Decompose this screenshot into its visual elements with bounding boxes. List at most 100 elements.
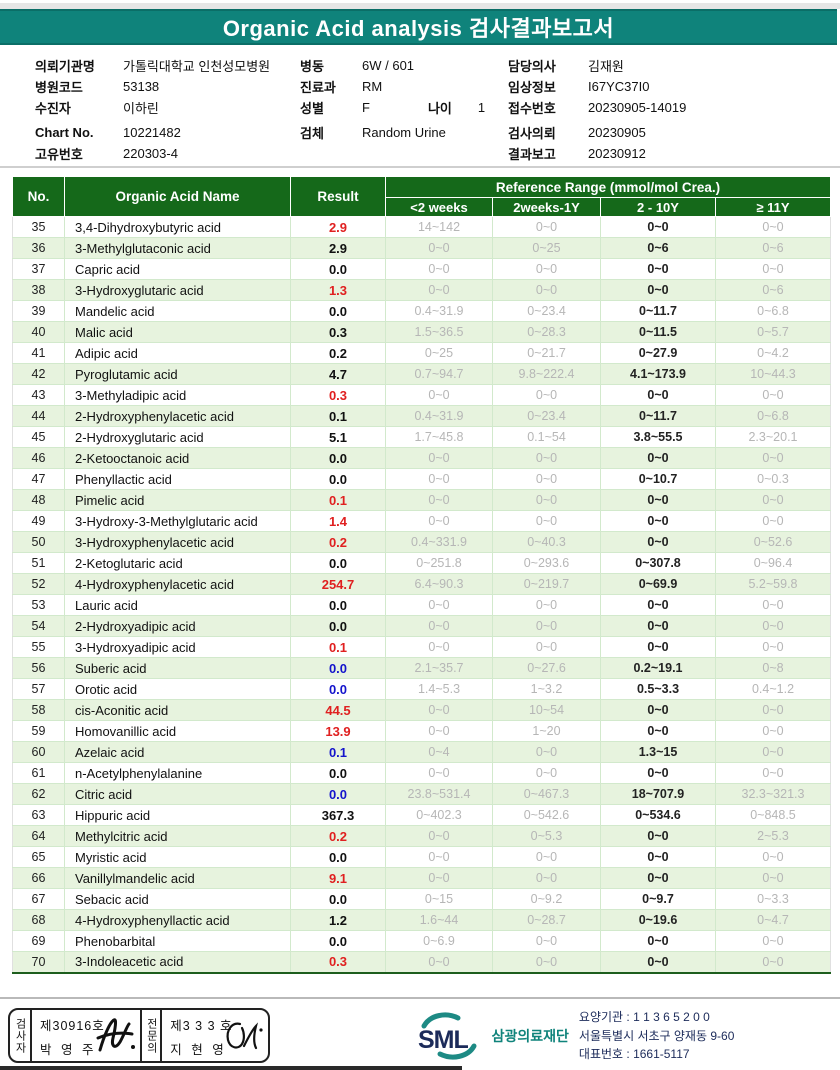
table-row: 70 3-Indoleacetic acid 0.3 0~0 0~0 0~0 0~0	[12, 951, 831, 974]
cell-acid-name: Lauric acid	[64, 594, 291, 616]
signature-box: 검사자 제30916호 박 영 주 전문의 제3 3 3 호 지 현 영	[8, 1008, 270, 1063]
cell-ref-11y-plus: 32.3~321.3	[715, 783, 831, 805]
cell-acid-name: 3-Indoleacetic acid	[64, 951, 291, 974]
info-label: 병원코드	[35, 80, 83, 95]
info-label: 성별	[300, 101, 324, 116]
cell-ref-11y-plus: 0~0	[715, 762, 831, 784]
info-value: I67YC37I0	[588, 79, 650, 94]
cell-ref-2weeks-1y: 0~0	[492, 867, 601, 889]
cell-ref-2weeks-1y: 0~9.2	[492, 888, 601, 910]
info-label: 검체	[300, 126, 324, 141]
cell-ref-under2weeks: 0~0	[385, 468, 493, 490]
table-row: 56 Suberic acid 0.0 2.1~35.7 0~27.6 0.2~19.1 0…	[12, 657, 831, 679]
table-row: 61 n-Acetylphenylalanine 0.0 0~0 0~0 0~0 0~0	[12, 762, 831, 784]
cell-ref-2-10y: 4.1~173.9	[600, 363, 716, 385]
cell-acid-name: Pyroglutamic acid	[64, 363, 291, 385]
cell-ref-2weeks-1y: 0~0	[492, 636, 601, 658]
info-label: 접수번호	[508, 101, 556, 116]
examiner-role-label: 검사자	[10, 1010, 32, 1061]
cell-ref-2-10y: 0~11.5	[600, 321, 716, 343]
info-label: 검사의뢰	[508, 126, 556, 141]
cell-ref-2weeks-1y: 0~0	[492, 741, 601, 763]
cell-result: 0.0	[290, 657, 386, 679]
cell-ref-2weeks-1y: 0~0	[492, 489, 601, 511]
cell-ref-under2weeks: 0~402.3	[385, 804, 493, 826]
info-value: RM	[362, 79, 383, 94]
info-col-left: 의뢰기관명 가톨릭대학교 인천성모병원 병원코드 53138 수진자 이하린 Char…	[35, 55, 295, 164]
cell-ref-under2weeks: 0~0	[385, 699, 493, 721]
cell-ref-11y-plus: 0~0	[715, 258, 831, 280]
cell-ref-under2weeks: 0~0	[385, 636, 493, 658]
table-row: 57 Orotic acid 0.0 1.4~5.3 1~3.2 0.5~3.3 0.4~1…	[12, 678, 831, 700]
cell-ref-11y-plus: 10~44.3	[715, 363, 831, 385]
cell-ref-2weeks-1y: 0~0	[492, 258, 601, 280]
cell-ref-under2weeks: 1.6~44	[385, 909, 493, 931]
cell-ref-2-10y: 3.8~55.5	[600, 426, 716, 448]
cell-acid-name: Vanillylmandelic acid	[64, 867, 291, 889]
table-row: 55 3-Hydroxyadipic acid 0.1 0~0 0~0 0~0 0~0	[12, 636, 831, 658]
table-row: 59 Homovanillic acid 13.9 0~0 1~20 0~0 0~0	[12, 720, 831, 742]
cell-result: 1.3	[290, 279, 386, 301]
cell-no: 36	[12, 237, 65, 259]
cell-acid-name: Phenobarbital	[64, 930, 291, 952]
col-header-name: Organic Acid Name	[64, 176, 291, 217]
info-value: 가톨릭대학교 인천성모병원	[123, 59, 271, 74]
cell-ref-2-10y: 0~0	[600, 930, 716, 952]
cell-ref-2weeks-1y: 0~0	[492, 594, 601, 616]
info-label: Chart No.	[35, 125, 94, 140]
cell-ref-2weeks-1y: 0~0	[492, 510, 601, 532]
cell-ref-under2weeks: 0~0	[385, 951, 493, 974]
info-col-middle: 병동 6W / 601 진료과 RM 성별 F 나이 1 검체 Random Urin…	[300, 55, 510, 143]
table-row: 39 Mandelic acid 0.0 0.4~31.9 0~23.4 0~11.7 0~…	[12, 300, 831, 322]
cell-ref-2-10y: 0~0	[600, 846, 716, 868]
lab-address: 요양기관 : 1 1 3 6 5 2 0 0 서울특별시 서초구 양재동 9-6…	[579, 1008, 734, 1064]
cell-no: 42	[12, 363, 65, 385]
cell-ref-under2weeks: 0~15	[385, 888, 493, 910]
cell-ref-2weeks-1y: 1~20	[492, 720, 601, 742]
info-label: 수진자	[35, 101, 71, 116]
col-header-under2weeks: <2 weeks	[385, 197, 493, 217]
cell-ref-11y-plus: 0~0	[715, 846, 831, 868]
cell-ref-under2weeks: 0~4	[385, 741, 493, 763]
cell-ref-2-10y: 0~69.9	[600, 573, 716, 595]
cell-ref-11y-plus: 0~0	[715, 594, 831, 616]
cell-result: 0.3	[290, 321, 386, 343]
cell-ref-2weeks-1y: 0~219.7	[492, 573, 601, 595]
cell-ref-under2weeks: 0~0	[385, 279, 493, 301]
cell-ref-2-10y: 0~0	[600, 447, 716, 469]
cell-ref-2weeks-1y: 1~3.2	[492, 678, 601, 700]
cell-ref-2weeks-1y: 0~23.4	[492, 405, 601, 427]
cell-no: 68	[12, 909, 65, 931]
cell-no: 60	[12, 741, 65, 763]
cell-result: 0.1	[290, 741, 386, 763]
cell-ref-2-10y: 0~10.7	[600, 468, 716, 490]
cell-no: 70	[12, 951, 65, 974]
cell-ref-2weeks-1y: 0~0	[492, 930, 601, 952]
table-row: 53 Lauric acid 0.0 0~0 0~0 0~0 0~0	[12, 594, 831, 616]
cell-no: 39	[12, 300, 65, 322]
cell-result: 2.9	[290, 216, 386, 238]
cell-result: 0.0	[290, 888, 386, 910]
cell-acid-name: 3-Hydroxyphenylacetic acid	[64, 531, 291, 553]
cell-ref-2-10y: 1.3~15	[600, 741, 716, 763]
cell-result: 0.0	[290, 468, 386, 490]
cell-ref-2-10y: 0.5~3.3	[600, 678, 716, 700]
cell-ref-under2weeks: 0~0	[385, 447, 493, 469]
table-row: 49 3-Hydroxy-3-Methylglutaric acid 1.4 0~0 0…	[12, 510, 831, 532]
lab-org-code: 요양기관 : 1 1 3 6 5 2 0 0	[578, 1010, 710, 1025]
cell-no: 35	[12, 216, 65, 238]
col-header-2-10y: 2 - 10Y	[600, 197, 716, 217]
cell-no: 62	[12, 783, 65, 805]
cell-ref-11y-plus: 0~5.7	[715, 321, 831, 343]
cell-ref-2weeks-1y: 0~23.4	[492, 300, 601, 322]
cell-ref-2weeks-1y: 0~542.6	[492, 804, 601, 826]
cell-ref-11y-plus: 0~0	[715, 384, 831, 406]
cell-no: 40	[12, 321, 65, 343]
info-label: 의뢰기관명	[35, 59, 95, 74]
cell-ref-11y-plus: 0~8	[715, 657, 831, 679]
cell-no: 49	[12, 510, 65, 532]
cell-ref-2-10y: 0~0	[600, 762, 716, 784]
cell-ref-under2weeks: 0~0	[385, 510, 493, 532]
cell-ref-under2weeks: 0~0	[385, 594, 493, 616]
cell-ref-2-10y: 0~0	[600, 531, 716, 553]
